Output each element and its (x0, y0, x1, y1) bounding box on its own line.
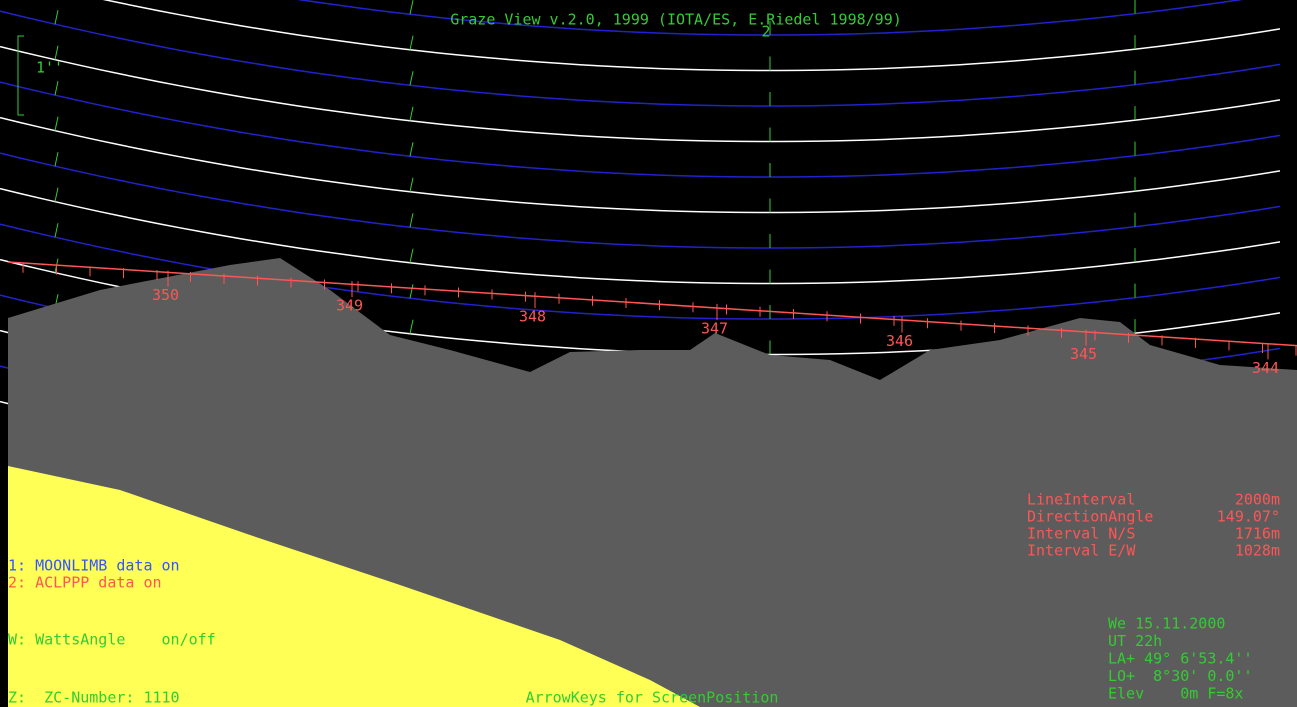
curve-tick (409, 319, 414, 334)
limb-label: 348 (519, 308, 546, 326)
curve-tick (409, 284, 414, 299)
observer-info: Elev 0m F=8x (1108, 685, 1243, 703)
curve-tick (409, 177, 414, 192)
overlay: 350 349 348 347 346 345 344 LineInterval 2000m Di… (7, 261, 1297, 703)
curve-tick (54, 45, 59, 60)
moon-disc (8, 466, 700, 707)
curve-tick (54, 116, 59, 131)
limb-label: 345 (1070, 345, 1097, 363)
param-value: 1716m (1235, 525, 1280, 543)
param-value: 149.07° (1217, 508, 1280, 526)
observer-info: LA+ 49° 6'53.4'' (1108, 650, 1253, 668)
limb-label: 344 (1252, 359, 1279, 377)
scale-bracket (17, 35, 24, 116)
limb-label: 350 (152, 286, 179, 304)
param-label: Interval N/S (1027, 525, 1135, 543)
param-value: 2000m (1235, 491, 1280, 509)
white-curve (102, 0, 1281, 72)
blue-curve (0, 81, 1281, 178)
legend-moonlimb: 1: MOONLIMB data on (8, 557, 180, 575)
observer-info: We 15.11.2000 (1108, 615, 1225, 633)
option-watts: W: WattsAngle on/off (8, 631, 216, 649)
hint: ArrowKeys for ScreenPosition (526, 689, 779, 707)
param-label: DirectionAngle (1027, 508, 1153, 526)
curve-tick (54, 223, 59, 238)
limb-label: 349 (336, 297, 363, 315)
param-label: LineInterval (1027, 491, 1135, 509)
curve-tick (54, 10, 59, 25)
curve-tick (409, 213, 414, 228)
blue-curve (0, 10, 1281, 107)
white-curve (0, 187, 1281, 285)
curve-tick (409, 71, 414, 86)
curve-tick (409, 248, 414, 263)
blue-curve (0, 152, 1281, 249)
param-value: 1028m (1235, 542, 1280, 560)
limb-label: 347 (701, 319, 728, 337)
scale-label: 1'' (36, 59, 63, 77)
center-marker: 2 (761, 23, 770, 41)
profile-line (7, 261, 1297, 347)
curve-tick (54, 152, 59, 167)
blue-curve (297, 0, 1243, 36)
param-label: Interval E/W (1027, 542, 1136, 560)
title: Graze View v.2.0, 1999 (IOTA/ES, E.Riede… (450, 11, 902, 29)
curve-tick (409, 106, 414, 121)
curve-tick (409, 35, 414, 50)
curve-tick (54, 81, 59, 96)
white-curve (0, 45, 1281, 143)
legend-aclppp: 2: ACLPPP data on (8, 574, 162, 592)
curve-tick (54, 187, 59, 202)
observer-info: LO+ 8°30' 0.0'' (1108, 667, 1253, 685)
observer-info: UT 22h (1108, 632, 1162, 650)
curve-tick (409, 142, 414, 157)
white-curve (0, 116, 1281, 214)
option-zc: Z: ZC-Number: 1110 (8, 689, 180, 707)
limb-label: 346 (886, 332, 913, 350)
curve-tick (409, 0, 414, 15)
